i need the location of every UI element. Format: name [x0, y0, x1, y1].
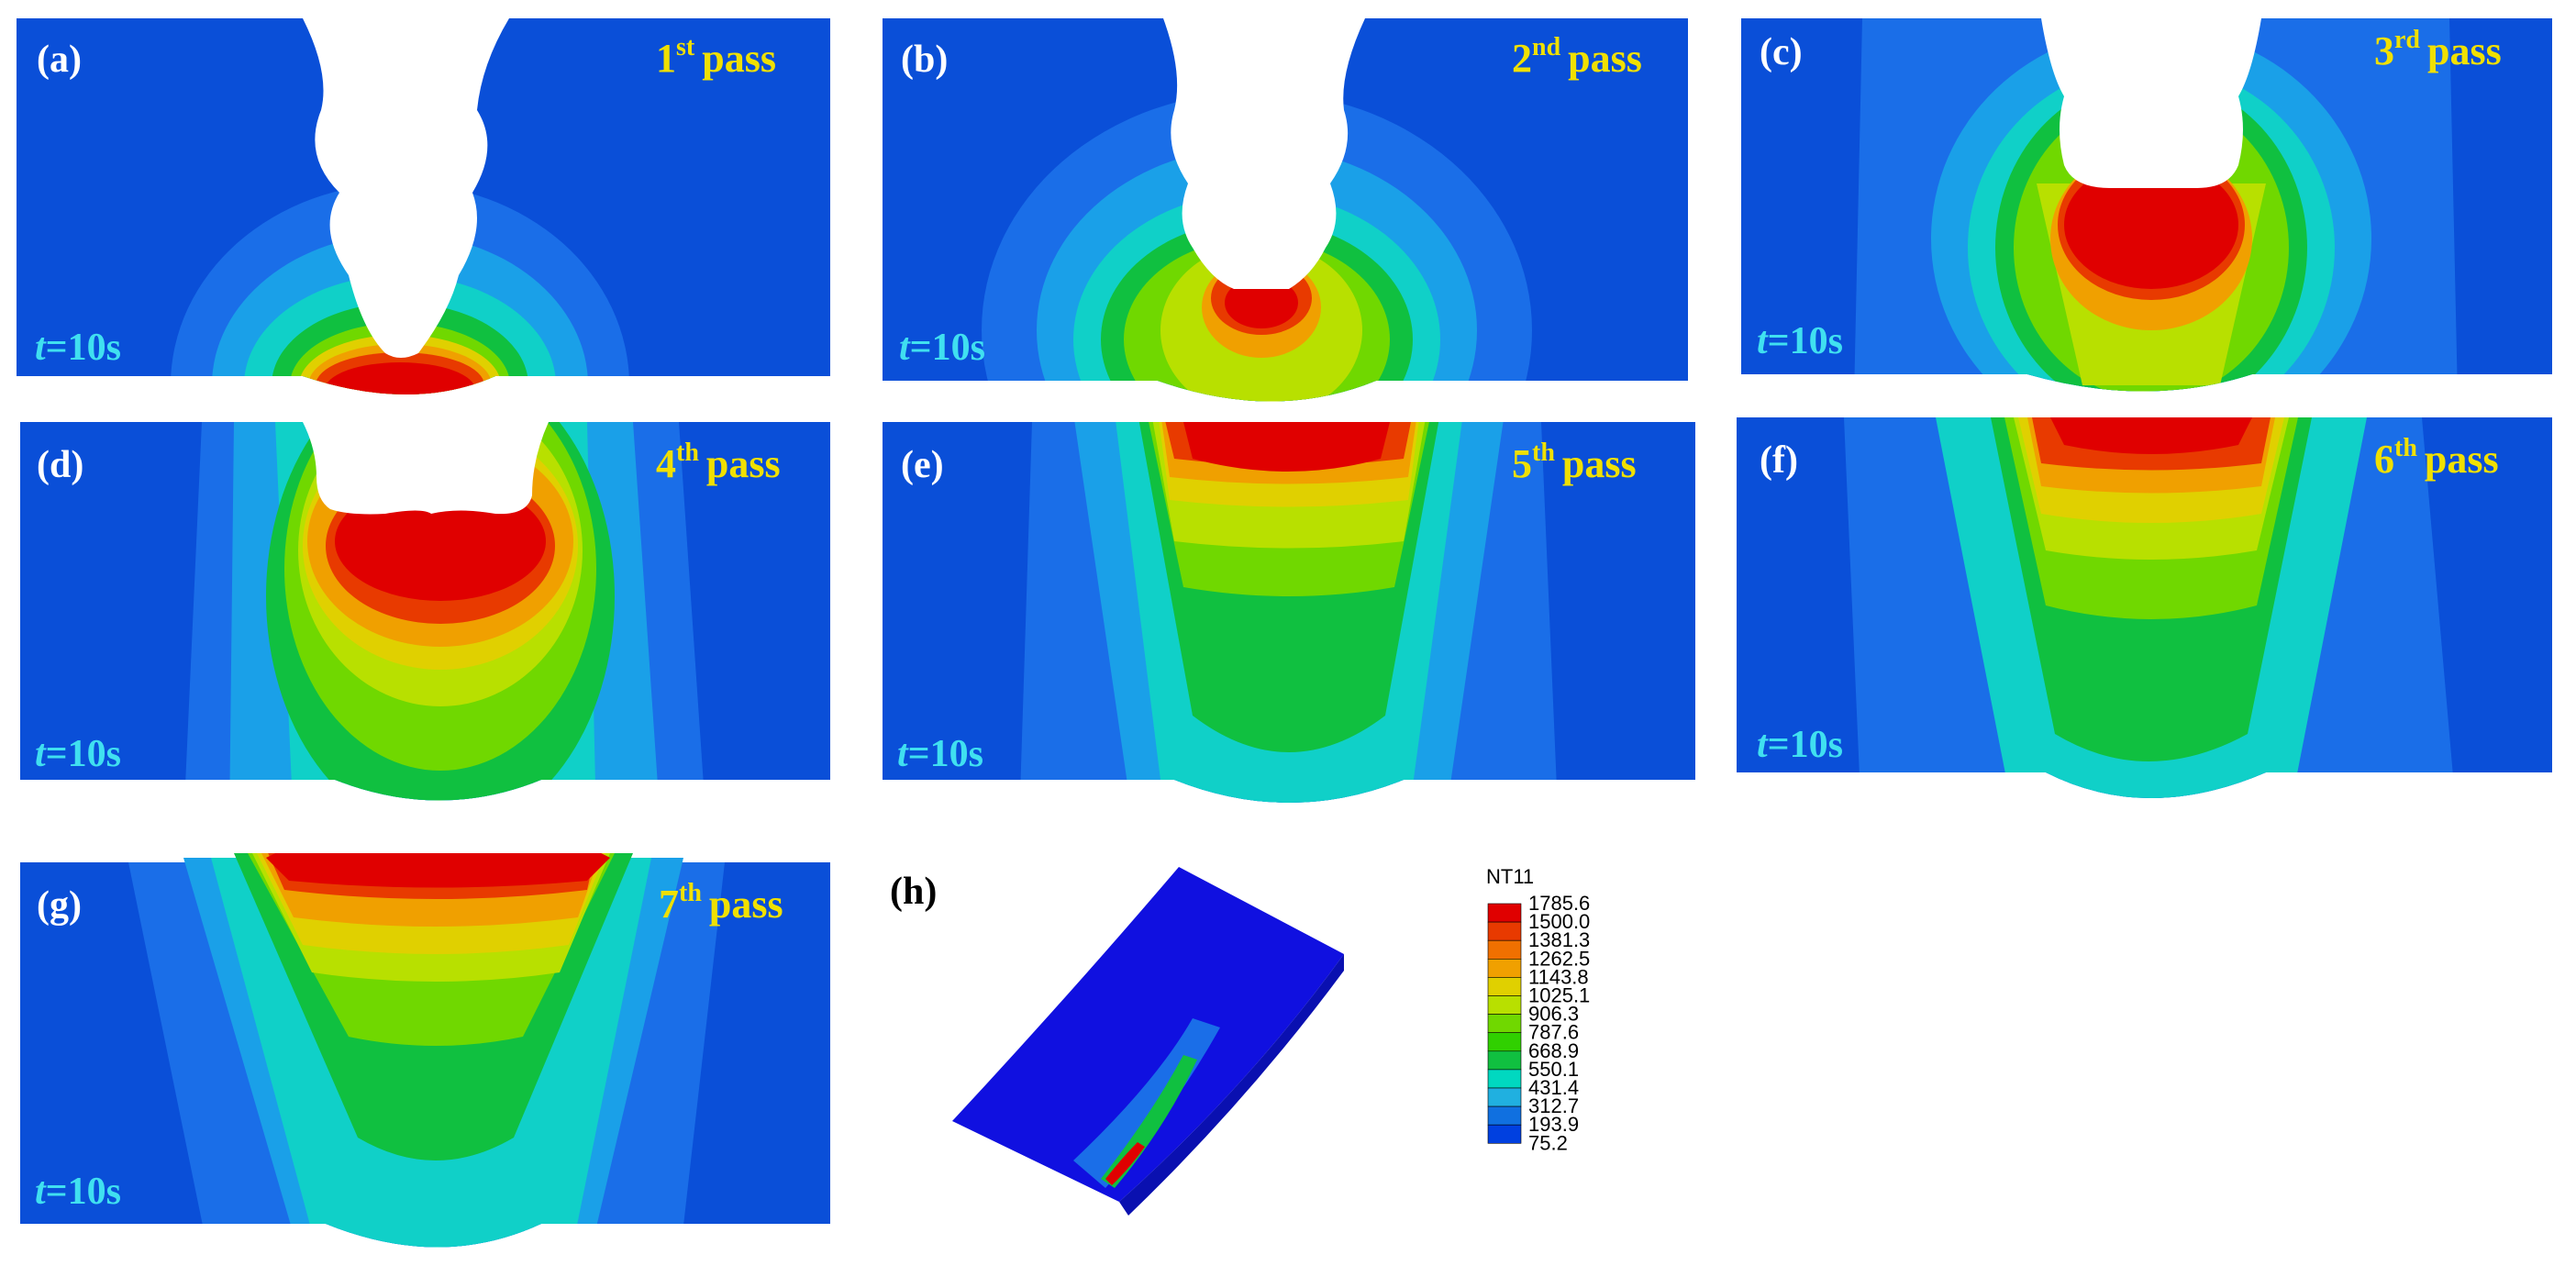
panel-f-contour [1737, 417, 2552, 798]
legend: NT11 1785.61500.01381.31262.51143.81025.… [1486, 865, 1590, 1154]
panel-a-pass: 1st pass [656, 33, 776, 81]
panel-e-contour [883, 422, 1695, 803]
panel-c-groove [2041, 18, 2261, 188]
legend-swatch [1487, 1014, 1522, 1033]
panel-c [1741, 18, 2552, 392]
panel-e [883, 401, 1695, 803]
pipe-segment-side [1119, 954, 1344, 1216]
panel-c-time: t=10s [1757, 320, 1843, 362]
panel-g-pass: 7th pass [659, 879, 783, 927]
panel-f [1737, 417, 2552, 798]
legend-swatch [1487, 921, 1522, 941]
legend-swatch [1487, 939, 1522, 960]
legend-value: 193.9 [1528, 1113, 1579, 1136]
legend-value: 1785.6 [1528, 892, 1590, 915]
legend-value: 668.9 [1528, 1039, 1579, 1062]
panel-d-time: t=10s [35, 733, 121, 775]
legend-swatch [1487, 1124, 1522, 1144]
panel-g-time: t=10s [35, 1171, 121, 1213]
panel-e-pass: 5th pass [1512, 439, 1637, 486]
legend-swatch [1487, 995, 1522, 1015]
panel-d-pass: 4th pass [656, 439, 781, 486]
panel-f-pass: 6th pass [2374, 434, 2499, 482]
panel-h [952, 867, 1344, 1216]
panel-d-groove [303, 422, 549, 515]
panel-g-contour [20, 853, 830, 1248]
panel-b-groove [1163, 18, 1365, 289]
legend-value: 312.7 [1528, 1094, 1579, 1117]
panel-e-cap-top [883, 401, 1695, 417]
legend-swatch [1487, 977, 1522, 996]
panel-b-label: (b) [901, 39, 948, 81]
panel-c-label: (c) [1760, 31, 1803, 73]
pipe-weld-hot [1105, 1142, 1145, 1185]
legend-swatch [1487, 1105, 1522, 1126]
pipe-weld-core [1101, 1055, 1197, 1188]
legend-value: 1143.8 [1528, 965, 1589, 988]
panel-g-label: (g) [37, 884, 82, 927]
panel-a [17, 18, 830, 394]
panel-h-label: (h) [890, 871, 937, 913]
panel-d [20, 422, 830, 801]
legend-value: 906.3 [1528, 1003, 1579, 1026]
legend-swatch [1487, 1050, 1522, 1071]
panel-b [883, 18, 1688, 402]
panel-d-label: (d) [37, 444, 83, 486]
legend-swatch [1487, 1032, 1522, 1052]
legend-value: 431.4 [1528, 1076, 1579, 1099]
panel-a-time: t=10s [35, 327, 121, 369]
legend-swatch [1487, 1087, 1522, 1107]
panel-a-label: (a) [37, 39, 82, 81]
panel-b-time: t=10s [899, 327, 985, 369]
legend-value: 1381.3 [1528, 928, 1590, 951]
panel-e-label: (e) [901, 444, 944, 486]
panel-g [20, 853, 830, 1248]
panel-c-pass: 3rd pass [2374, 26, 2502, 73]
legend-value: 1500.0 [1528, 910, 1590, 933]
legend-value: 1262.5 [1528, 947, 1590, 970]
legend-value: 550.1 [1528, 1058, 1579, 1081]
panel-f-label: (f) [1760, 439, 1798, 482]
pipe-segment-top [952, 867, 1344, 1202]
panel-b-pass: 2nd pass [1512, 33, 1642, 81]
legend-swatch [1487, 1069, 1522, 1089]
legend-value: 75.2 [1528, 1131, 1568, 1154]
legend-swatch [1487, 903, 1522, 923]
legend-value: 787.6 [1528, 1021, 1579, 1044]
panel-e-time: t=10s [897, 733, 983, 775]
legend-value: 1025.1 [1528, 984, 1590, 1007]
legend-title: NT11 [1486, 865, 1534, 888]
legend-swatch [1487, 959, 1522, 978]
panel-a-groove [303, 18, 509, 358]
panel-f-time: t=10s [1757, 724, 1843, 766]
